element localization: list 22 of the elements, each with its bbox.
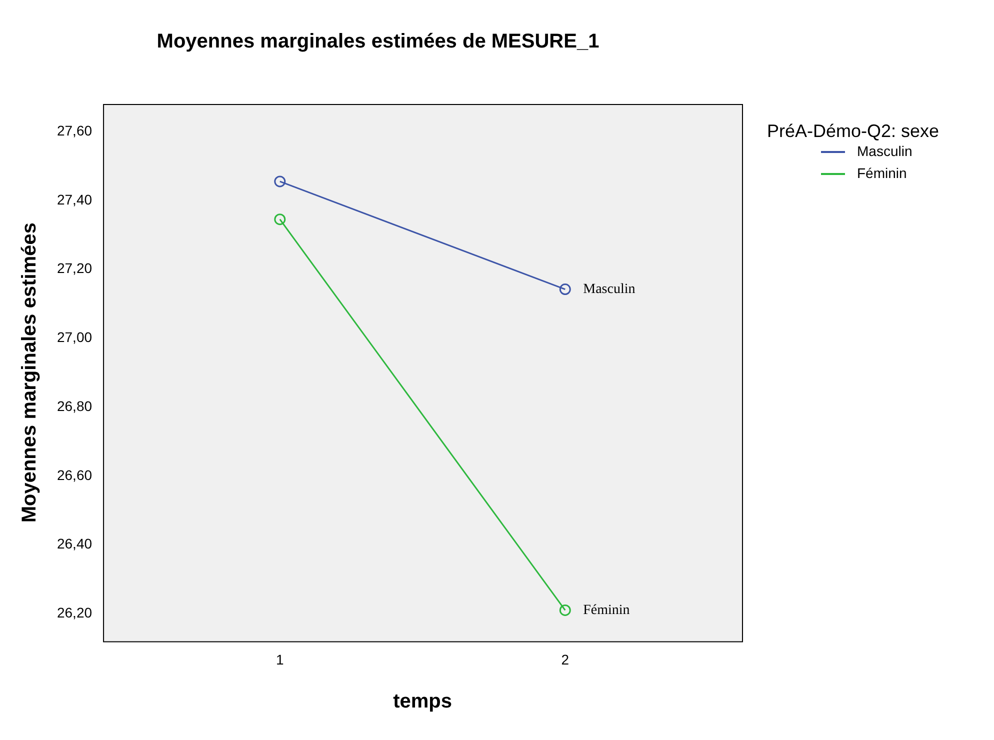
legend-title: PréA-Démo-Q2: sexe	[767, 120, 940, 141]
point	[559, 604, 571, 616]
y-tick-label: 27,40	[56, 191, 92, 208]
text: Féminin	[583, 602, 630, 618]
y-tick-label: 26,40	[56, 536, 92, 552]
y-tick-label: 27,00	[56, 329, 92, 346]
legend-label: Masculin	[857, 142, 912, 159]
point	[274, 176, 286, 188]
y-axis-title: Moyennes marginales estimées	[18, 222, 41, 523]
y-tick-label: 26,20	[56, 604, 92, 621]
point	[559, 284, 571, 296]
y-tick-label: 26,60	[56, 466, 92, 483]
chart-title: Moyennes marginales estimées de MESURE_1	[156, 30, 600, 53]
legend-label: Féminin	[857, 164, 907, 181]
y-tick-label: 27,60	[56, 122, 92, 138]
point	[274, 214, 286, 226]
x-tick-label: 2	[561, 651, 570, 668]
y-tick-label: 27,20	[56, 260, 92, 276]
y-tick-label: 26,80	[56, 398, 92, 414]
text: Masculin	[583, 282, 636, 297]
x-tick-label: 1	[276, 651, 284, 668]
x-axis-title: temps	[393, 690, 452, 713]
